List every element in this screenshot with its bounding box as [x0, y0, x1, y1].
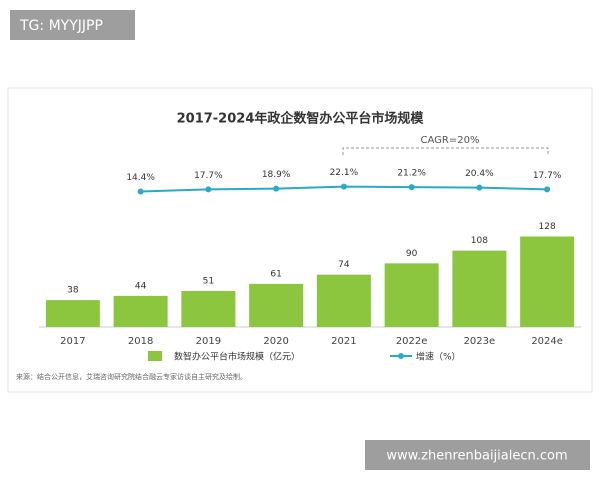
bar: [452, 250, 507, 327]
value-label: 90: [406, 249, 418, 259]
value-label: 74: [338, 260, 350, 270]
line-point: [273, 185, 280, 192]
line-point: [476, 184, 483, 191]
bar: [316, 274, 371, 327]
x-tick-label: 2023e: [464, 336, 496, 347]
line-point: [544, 186, 551, 193]
chart-card: [7, 87, 593, 393]
bar: [384, 263, 439, 327]
value-label: 14.4%: [126, 173, 155, 183]
line-point: [137, 188, 144, 195]
value-label: 38: [67, 286, 79, 296]
line-point: [408, 184, 415, 191]
value-label: 18.9%: [262, 170, 291, 180]
x-tick-label: 2019: [196, 336, 221, 347]
cagr-bracket: [342, 147, 549, 155]
x-tick-label: 2022e: [396, 336, 428, 347]
legend-label: 增速（%）: [416, 351, 461, 363]
value-label: 61: [270, 269, 281, 279]
source: 来源：结合公开信息，艾瑞咨询研究院结合融云专家访谈自主研究及绘制。: [16, 372, 247, 381]
bar: [113, 295, 168, 327]
watermark-box: [10, 10, 135, 40]
line-point: [205, 186, 212, 193]
x-tick-label: 2024e: [531, 336, 563, 347]
bar: [45, 300, 100, 327]
x-tick-label: 2021: [331, 336, 356, 347]
value-label: 17.7%: [533, 171, 562, 181]
value-label: 44: [135, 281, 147, 291]
watermark: www.zhenrenbaijialecn.com: [386, 449, 567, 464]
value-label: 128: [539, 222, 556, 232]
cagr-label: CAGR=20%: [421, 135, 480, 146]
value-label: 51: [203, 276, 214, 286]
value-label: 21.2%: [397, 169, 426, 179]
legend-swatch: [398, 353, 404, 359]
legend-swatch: [148, 351, 162, 361]
bar: [181, 290, 236, 327]
line-point: [340, 183, 347, 190]
x-tick-label: 2018: [128, 336, 153, 347]
watermark-box: [365, 440, 590, 470]
x-tick-label: 2020: [263, 336, 288, 347]
bar: [520, 236, 575, 327]
watermark: TG: MYYJJPP: [19, 18, 103, 34]
x-tick-label: 2017: [60, 336, 85, 347]
value-label: 17.7%: [194, 171, 223, 181]
bar: [249, 283, 304, 327]
value-label: 22.1%: [330, 168, 359, 178]
value-label: 20.4%: [465, 169, 494, 179]
chart-title: 2017-2024年政企数智办公平台市场规模: [177, 111, 425, 127]
value-label: 108: [471, 236, 488, 246]
legend-label: 数智办公平台市场规模（亿元）: [174, 351, 300, 363]
